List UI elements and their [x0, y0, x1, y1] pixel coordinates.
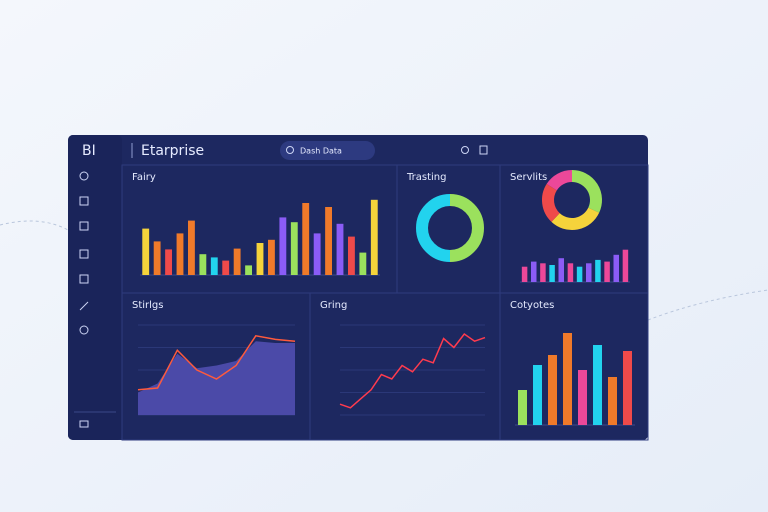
- search-icon: [286, 146, 294, 154]
- bar: [578, 370, 587, 425]
- bar: [593, 345, 602, 425]
- bar: [268, 239, 275, 275]
- bar: [533, 365, 542, 425]
- bar: [290, 222, 298, 275]
- bar: [613, 254, 619, 282]
- bar: [604, 261, 610, 282]
- bar: [586, 263, 592, 282]
- bar: [279, 217, 287, 275]
- bar: [256, 243, 264, 275]
- refresh-icon[interactable]: [461, 146, 469, 154]
- search-text: Dash Data: [300, 147, 342, 156]
- panel-title: Cotyotes: [510, 300, 554, 311]
- bar: [563, 333, 572, 425]
- bar: [222, 260, 230, 275]
- donut-segment: [416, 194, 451, 262]
- nav-icon[interactable]: [79, 420, 89, 428]
- notify-icon[interactable]: [479, 145, 488, 155]
- bar: [623, 351, 632, 425]
- bar: [608, 377, 617, 425]
- bar: [313, 233, 321, 275]
- bar: [176, 233, 184, 275]
- nav-icon[interactable]: [79, 196, 89, 206]
- nav-icon[interactable]: [79, 301, 89, 311]
- bar: [245, 265, 252, 275]
- panel-title: Servlits: [510, 172, 547, 183]
- search-box[interactable]: [280, 141, 375, 160]
- decor-line: [0, 220, 768, 321]
- bar: [518, 390, 527, 425]
- nav-icon[interactable]: [79, 249, 89, 259]
- bar: [325, 207, 332, 275]
- dashboard: [68, 135, 648, 440]
- app-title: Etarprise: [141, 143, 204, 159]
- bar: [199, 254, 207, 275]
- bar: [233, 248, 241, 275]
- line: [339, 332, 486, 409]
- bar: [302, 203, 310, 275]
- bar: [540, 263, 546, 282]
- donut-segment: [571, 170, 602, 213]
- logo: BI: [82, 143, 96, 159]
- nav-icon[interactable]: [79, 325, 89, 335]
- panel-title: Trasting: [406, 172, 446, 183]
- bar: [558, 258, 564, 282]
- bar: [359, 252, 367, 275]
- donut-segment: [551, 207, 600, 230]
- donut-segment: [546, 170, 573, 191]
- nav-icon[interactable]: [79, 171, 89, 181]
- donut-segment: [542, 183, 560, 222]
- nav-icon[interactable]: [79, 221, 89, 231]
- nav-icon[interactable]: [79, 274, 89, 284]
- panel-title: Gring: [320, 300, 347, 311]
- bar: [188, 220, 195, 275]
- bar: [336, 223, 344, 275]
- donut-segment: [449, 194, 484, 262]
- bar: [153, 241, 161, 275]
- bar: [370, 199, 378, 275]
- bar: [348, 236, 355, 275]
- nav-icons: [79, 171, 89, 428]
- bar: [165, 249, 172, 275]
- sidebar: [68, 135, 122, 440]
- bar: [622, 249, 629, 282]
- bar: [531, 261, 537, 282]
- panel: [499, 292, 649, 441]
- bar: [210, 257, 218, 275]
- panel-title: Stirlgs: [132, 300, 164, 311]
- bar: [142, 228, 150, 275]
- bar: [548, 355, 557, 425]
- bar: [567, 263, 574, 282]
- line: [137, 334, 296, 391]
- bar: [549, 265, 555, 282]
- bar: [595, 259, 601, 282]
- bar: [576, 266, 583, 282]
- panel-title: Fairy: [132, 172, 156, 183]
- bar: [521, 266, 528, 282]
